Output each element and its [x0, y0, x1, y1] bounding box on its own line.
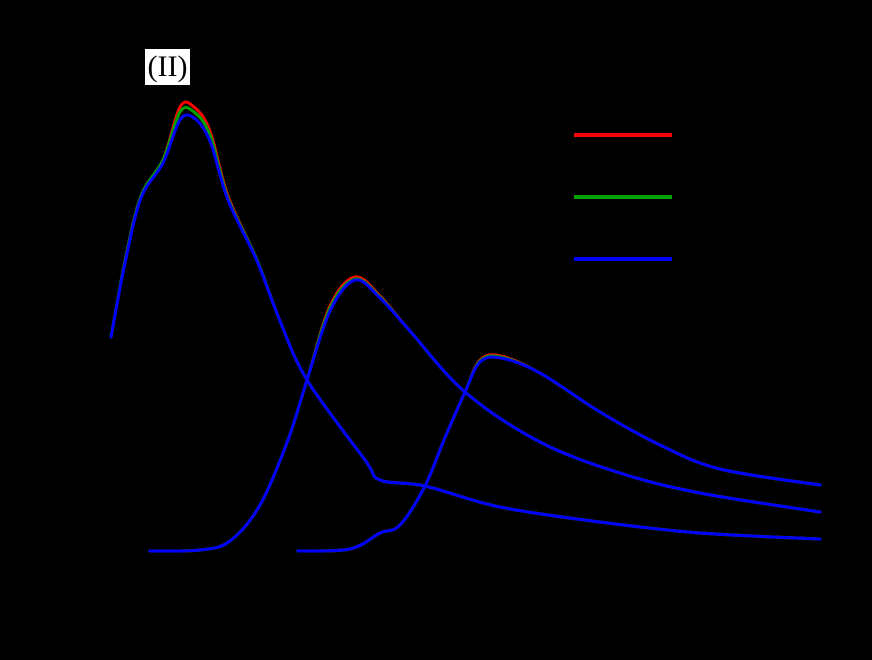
legend-swatch-red — [574, 133, 672, 137]
legend-swatch-green — [574, 195, 672, 199]
legend-swatch-blue — [574, 257, 672, 261]
panel-label: (II) — [145, 49, 190, 85]
curve-3-blue-line — [296, 355, 822, 553]
curve-2-green-line — [148, 277, 822, 553]
curve-layer — [109, 100, 822, 553]
curve-1-blue-line — [109, 113, 822, 541]
curve-2-red-line — [148, 275, 822, 553]
curve-1-green-line — [109, 105, 822, 541]
curve-2-blue-line — [148, 278, 822, 553]
